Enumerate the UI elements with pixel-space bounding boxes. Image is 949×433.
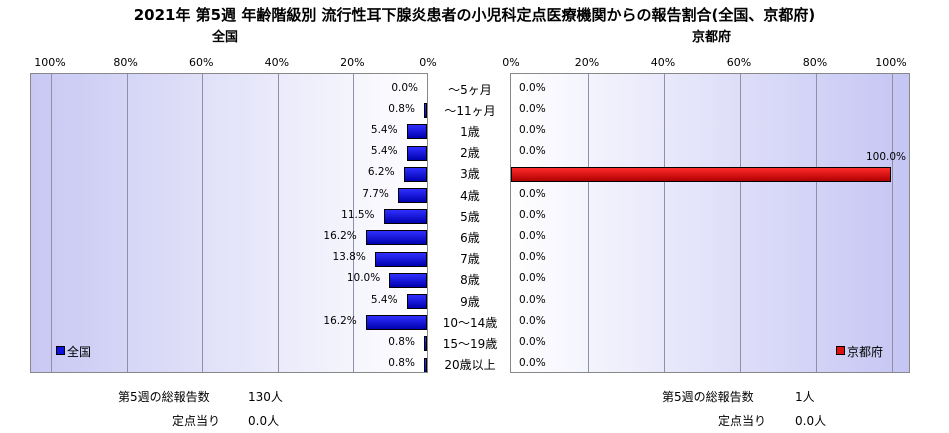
footer-right-total-value: 1人 xyxy=(795,390,815,404)
data-label-national: 5.4% xyxy=(370,123,398,136)
legend-label-national: 全国 xyxy=(67,345,92,359)
footer-right-per-value: 0.0人 xyxy=(795,414,827,428)
gridline-kyoto xyxy=(664,74,665,372)
category-label: 3歳 xyxy=(460,167,480,182)
bar-national xyxy=(403,166,427,182)
x-tick-label-kyoto: 100% xyxy=(875,56,907,69)
data-label-national: 16.2% xyxy=(323,229,357,242)
legend-kyoto: 京都府 xyxy=(836,343,883,360)
data-label-kyoto: 0.0% xyxy=(519,357,546,370)
data-label-national: 7.7% xyxy=(362,187,389,200)
bar-national xyxy=(365,315,427,331)
footer-left-per-label: 定点当り xyxy=(172,414,221,428)
category-label: 6歳 xyxy=(460,230,480,245)
bar-national xyxy=(423,336,427,352)
data-label-kyoto: 0.0% xyxy=(519,145,546,158)
gridline-national xyxy=(51,74,52,372)
footer-right-per-label: 定点当り xyxy=(718,414,767,428)
bar-national xyxy=(383,209,427,225)
bar-national xyxy=(423,103,427,119)
category-label: 4歳 xyxy=(460,188,480,203)
data-label-national: 10.0% xyxy=(346,272,381,285)
data-label-kyoto: 0.0% xyxy=(519,102,546,115)
category-label: 8歳 xyxy=(460,273,480,288)
x-tick-label-national: 100% xyxy=(34,56,66,69)
data-label-kyoto: 0.0% xyxy=(519,208,546,221)
x-tick-label-national: 0% xyxy=(419,56,437,69)
footer-left-total-label: 第5週の総報告数 xyxy=(118,390,210,404)
data-label-kyoto: 0.0% xyxy=(519,81,546,94)
gridline-kyoto xyxy=(740,74,741,372)
data-label-kyoto: 0.0% xyxy=(519,272,546,285)
legend-label-kyoto: 京都府 xyxy=(847,345,884,359)
x-tick-label-national: 20% xyxy=(340,56,365,69)
x-tick-label-national: 40% xyxy=(264,56,290,69)
gridline-kyoto xyxy=(816,74,817,372)
category-label: 9歳 xyxy=(460,294,480,309)
data-label-national: 16.2% xyxy=(323,314,357,327)
bar-national xyxy=(365,230,427,246)
panel-title-kyoto: 京都府 xyxy=(692,30,732,45)
category-label: 10～14歳 xyxy=(442,315,498,330)
legend-swatch-kyoto xyxy=(836,346,845,355)
bar-national xyxy=(389,272,427,288)
bar-national xyxy=(406,124,427,140)
legend-swatch-national xyxy=(56,346,65,355)
plot-area-kyoto xyxy=(510,73,910,373)
gridline-national xyxy=(202,74,204,372)
data-label-national: 13.8% xyxy=(332,251,366,264)
data-label-kyoto: 0.0% xyxy=(519,229,546,242)
x-tick-label-kyoto: 60% xyxy=(726,56,752,69)
category-label: 7歳 xyxy=(460,252,480,267)
data-label-kyoto: 0.0% xyxy=(519,293,546,306)
category-label: 1歳 xyxy=(460,124,480,139)
data-label-national: 0.0% xyxy=(391,81,418,94)
x-tick-label-kyoto: 20% xyxy=(574,56,600,69)
bar-kyoto xyxy=(511,166,891,182)
category-label: ～5ヶ月 xyxy=(448,82,492,97)
data-label-kyoto: 100.0% xyxy=(866,151,907,164)
gridline-national xyxy=(353,74,355,372)
bar-national xyxy=(406,145,427,161)
data-label-national: 5.4% xyxy=(370,293,398,306)
category-label: 15～19歳 xyxy=(442,336,498,351)
data-label-kyoto: 0.0% xyxy=(519,314,546,327)
footer-left-total-value: 130人 xyxy=(248,390,283,404)
bar-national xyxy=(406,294,427,309)
x-tick-label-kyoto: 0% xyxy=(502,56,520,69)
category-label: 20歳以上 xyxy=(444,358,496,373)
x-tick-label-national: 80% xyxy=(113,56,138,69)
data-label-kyoto: 0.0% xyxy=(519,123,546,136)
gridline-national xyxy=(277,74,279,372)
chart-title: 2021年 第5週 年齢階級別 流行性耳下腺炎患者の小児科定点医療機関からの報告… xyxy=(133,6,816,24)
data-label-national: 0.8% xyxy=(388,335,415,348)
x-tick-label-kyoto: 80% xyxy=(802,56,828,69)
footer-right-total-label: 第5週の総報告数 xyxy=(662,390,754,404)
data-label-kyoto: 0.0% xyxy=(519,251,546,264)
data-label-national: 11.5% xyxy=(341,208,375,221)
category-label: 2歳 xyxy=(460,146,480,161)
data-label-kyoto: 0.0% xyxy=(519,335,546,348)
x-tick-label-national: 60% xyxy=(188,56,214,69)
footer-left-per-value: 0.0人 xyxy=(248,414,280,428)
legend-national: 全国 xyxy=(56,343,91,360)
category-label: ～11ヶ月 xyxy=(444,103,496,118)
gridline-national xyxy=(126,74,128,372)
gridline-kyoto xyxy=(588,74,589,372)
plot-area-national xyxy=(30,73,428,373)
bar-national xyxy=(423,357,427,372)
data-label-national: 0.8% xyxy=(388,102,415,115)
data-label-national: 5.4% xyxy=(370,145,398,158)
x-tick-label-kyoto: 40% xyxy=(650,56,676,69)
gridline-kyoto xyxy=(892,74,893,372)
bar-national xyxy=(374,251,427,267)
panel-title-national: 全国 xyxy=(212,30,239,45)
data-label-national: 0.8% xyxy=(388,357,415,370)
category-label: 5歳 xyxy=(460,209,480,224)
data-label-kyoto: 0.0% xyxy=(519,187,546,200)
data-label-national: 6.2% xyxy=(367,166,395,179)
bar-national xyxy=(397,188,427,203)
